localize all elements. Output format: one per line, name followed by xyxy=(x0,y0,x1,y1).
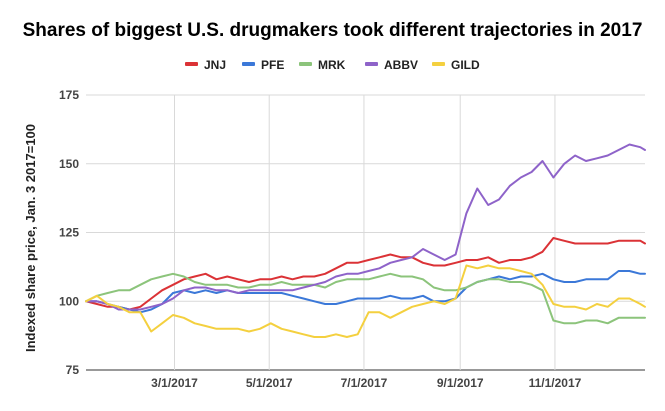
series-line-abbv xyxy=(85,143,646,311)
series-line-jnj xyxy=(85,237,646,311)
gridlines xyxy=(86,94,645,371)
y-tick-label: 100 xyxy=(59,294,79,308)
legend-swatch-mrk xyxy=(299,62,312,66)
y-tick-label: 125 xyxy=(59,226,79,240)
legend-label-gild: GILD xyxy=(451,58,480,72)
x-tick-label: 11/1/2017 xyxy=(529,376,582,390)
legend: JNJ PFE MRK ABBV GILD xyxy=(185,58,480,72)
legend-label-pfe: PFE xyxy=(261,58,284,72)
legend-swatch-pfe xyxy=(242,62,255,66)
series-lines xyxy=(85,143,646,338)
axes: 75 100 125 150 175 3/1/2017 5/1/2017 7/1/2017 9/… xyxy=(59,88,582,390)
x-tick-label: 9/1/2017 xyxy=(437,376,484,390)
y-tick-label: 75 xyxy=(66,363,80,377)
legend-label-mrk: MRK xyxy=(318,58,346,72)
y-tick-label: 175 xyxy=(59,88,79,102)
series-line-gild xyxy=(85,264,646,338)
x-tick-label: 5/1/2017 xyxy=(246,376,293,390)
legend-label-abbv: ABBV xyxy=(384,58,418,72)
series-line-mrk xyxy=(85,272,646,325)
y-axis-title: Indexed share price, Jan. 3 2017=100 xyxy=(23,124,38,352)
y-tick-label: 150 xyxy=(59,157,79,171)
legend-label-jnj: JNJ xyxy=(204,58,226,72)
legend-swatch-gild xyxy=(432,62,445,66)
x-tick-label: 3/1/2017 xyxy=(151,376,198,390)
legend-swatch-jnj xyxy=(185,62,198,66)
chart-title: Shares of biggest U.S. drugmakers took d… xyxy=(22,20,643,41)
legend-swatch-abbv xyxy=(365,62,378,66)
series-line-pfe xyxy=(85,270,646,314)
x-tick-label: 7/1/2017 xyxy=(341,376,388,390)
